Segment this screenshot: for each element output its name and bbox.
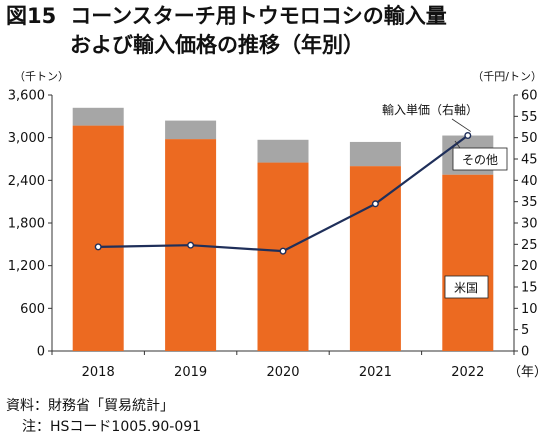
bar-us	[72, 125, 124, 351]
y-left-tick-label: 2,400	[8, 174, 45, 189]
y-right-tick-label: 50	[521, 131, 538, 146]
legend-label-other: その他	[462, 153, 498, 167]
figure-title-line2: および輸入価格の推移（年別）	[70, 33, 364, 57]
bar-us	[257, 162, 309, 351]
legend-box-us	[444, 275, 489, 299]
source-notes: 資料：財務省「貿易統計」 注：HSコード1005.90-091	[6, 396, 201, 438]
x-tick-label: 2018	[82, 365, 115, 380]
bar-us	[442, 174, 494, 351]
y-left-tick-label: 0	[37, 345, 45, 360]
y-left-tick-label: 3,600	[8, 89, 45, 104]
y-right-tick-label: 45	[521, 153, 538, 168]
y-right-tick-label: 60	[521, 89, 538, 104]
y-right-tick-label: 25	[521, 238, 538, 253]
bar-other	[257, 139, 309, 163]
price-point	[279, 247, 287, 255]
price-line-leader	[451, 118, 472, 132]
price-point	[371, 200, 379, 208]
price-point	[94, 243, 102, 251]
x-tick-label: 2021	[359, 365, 392, 380]
y-left-unit: （千トン）	[14, 70, 69, 83]
x-tick-label: 2019	[174, 365, 207, 380]
bar-other	[349, 141, 401, 167]
y-right-tick-label: 10	[521, 302, 538, 317]
x-tick-label: 2022	[451, 365, 484, 380]
source-line: 資料：財務省「貿易統計」	[6, 398, 174, 414]
price-line-label: 輸入単価（右軸）	[382, 102, 478, 117]
price-point	[187, 241, 195, 249]
legend-leader-other	[454, 140, 461, 149]
legend-box-other	[452, 147, 508, 171]
y-right-unit: （千円/トン）	[472, 70, 542, 83]
price-point	[464, 132, 472, 140]
y-right-tick-label: 20	[521, 259, 538, 274]
y-right-tick-label: 5	[521, 323, 529, 338]
figure-number: 図15	[6, 4, 57, 28]
y-right-tick-label: 40	[521, 174, 538, 189]
source-note: 注：HSコード1005.90-091	[22, 419, 202, 435]
x-unit: （年）	[508, 365, 545, 380]
bar-us	[349, 166, 401, 351]
y-right-tick-label: 0	[521, 345, 529, 360]
y-left-tick-label: 1,800	[8, 217, 45, 232]
legend-label-us: 米国	[454, 281, 478, 295]
y-left-tick-label: 3,000	[8, 131, 45, 146]
x-tick-label: 2020	[266, 365, 299, 380]
y-left-tick-label: 600	[20, 302, 45, 317]
figure-title-line1: コーンスターチ用トウモロコシの輸入量	[70, 4, 447, 28]
figure-title: 図15 コーンスターチ用トウモロコシの輸入量 および輸入価格の推移（年別）	[6, 2, 541, 60]
y-right-tick-label: 35	[521, 195, 538, 210]
y-left-tick-label: 1,200	[8, 259, 45, 274]
y-right-tick-label: 30	[521, 217, 538, 232]
bar-other	[165, 120, 217, 140]
bar-other	[72, 107, 124, 126]
y-right-tick-label: 55	[521, 110, 538, 125]
y-right-tick-label: 15	[521, 281, 538, 296]
